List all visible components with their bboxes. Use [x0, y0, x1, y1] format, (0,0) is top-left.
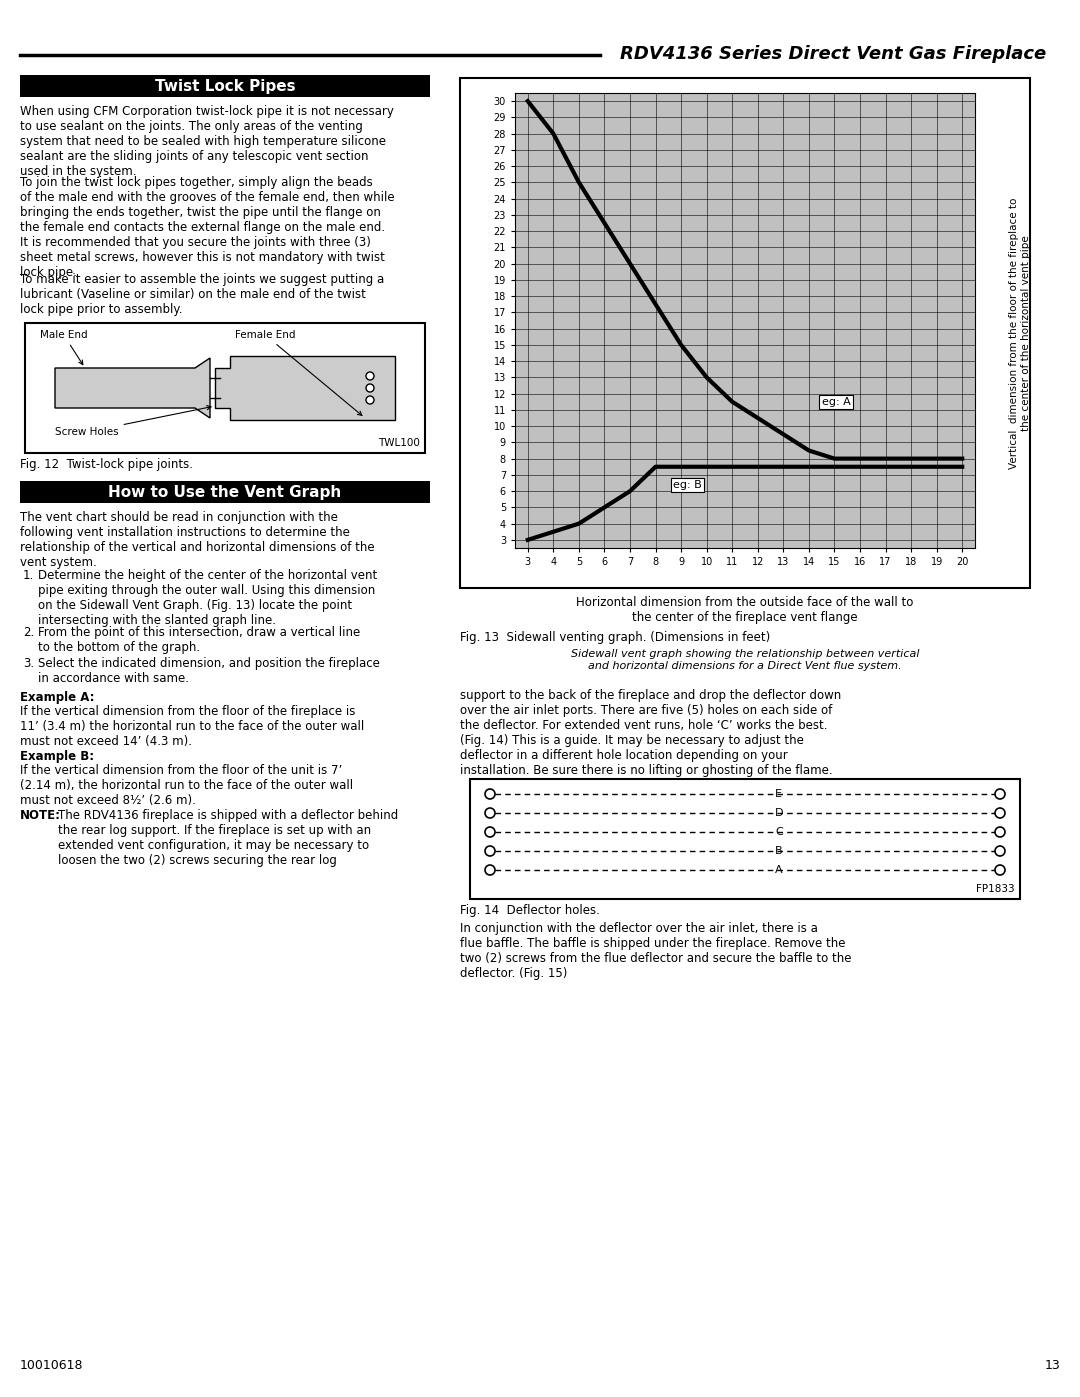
- Text: B: B: [775, 847, 783, 856]
- Text: 10010618: 10010618: [21, 1359, 83, 1372]
- Text: The RDV4136 fireplace is shipped with a deflector behind
the rear log support. I: The RDV4136 fireplace is shipped with a …: [58, 809, 399, 868]
- FancyBboxPatch shape: [21, 75, 430, 96]
- Text: RDV4136 Series Direct Vent Gas Fireplace: RDV4136 Series Direct Vent Gas Fireplace: [620, 45, 1047, 63]
- Text: 1.: 1.: [23, 569, 35, 583]
- Bar: [470, 780, 1020, 900]
- Circle shape: [995, 789, 1005, 799]
- Text: How to Use the Vent Graph: How to Use the Vent Graph: [108, 485, 341, 500]
- Text: The vent chart should be read in conjunction with the
following vent installatio: The vent chart should be read in conjunc…: [21, 511, 375, 569]
- Circle shape: [485, 865, 495, 875]
- Circle shape: [995, 847, 1005, 856]
- Text: Sidewall vent graph showing the relationship between vertical
and horizontal dim: Sidewall vent graph showing the relation…: [570, 650, 919, 671]
- Polygon shape: [215, 356, 395, 420]
- Text: Example B:: Example B:: [21, 750, 94, 763]
- Text: TWL100: TWL100: [378, 439, 420, 448]
- Text: eg: B: eg: B: [674, 481, 702, 490]
- FancyBboxPatch shape: [21, 481, 430, 503]
- Text: support to the back of the fireplace and drop the deflector down
over the air in: support to the back of the fireplace and…: [460, 689, 841, 777]
- Circle shape: [485, 789, 495, 799]
- Text: From the point of this intersection, draw a vertical line
to the bottom of the g: From the point of this intersection, dra…: [38, 626, 361, 654]
- Text: To make it easier to assemble the joints we suggest putting a
lubricant (Vaselin: To make it easier to assemble the joints…: [21, 272, 384, 316]
- Text: To join the twist lock pipes together, simply align the beads
of the male end wi: To join the twist lock pipes together, s…: [21, 176, 394, 279]
- Text: Twist Lock Pipes: Twist Lock Pipes: [154, 78, 295, 94]
- Text: When using CFM Corporation twist-lock pipe it is not necessary
to use sealant on: When using CFM Corporation twist-lock pi…: [21, 105, 394, 177]
- Text: D: D: [775, 807, 783, 819]
- Text: NOTE:: NOTE:: [21, 809, 60, 821]
- Text: 3.: 3.: [23, 657, 35, 671]
- Text: Screw Holes: Screw Holes: [55, 405, 211, 437]
- Circle shape: [995, 865, 1005, 875]
- Text: E: E: [775, 789, 782, 799]
- Circle shape: [366, 395, 374, 404]
- Text: If the vertical dimension from the floor of the fireplace is
11’ (3.4 m) the hor: If the vertical dimension from the floor…: [21, 705, 364, 747]
- Text: Male End: Male End: [40, 330, 87, 365]
- Text: 2.: 2.: [23, 626, 35, 638]
- Text: Fig. 14  Deflector holes.: Fig. 14 Deflector holes.: [460, 904, 599, 916]
- Circle shape: [485, 847, 495, 856]
- Circle shape: [485, 807, 495, 819]
- Circle shape: [485, 827, 495, 837]
- Text: Female End: Female End: [235, 330, 362, 415]
- Text: Vertical  dimension from the floor of the fireplace to
the center of the horizon: Vertical dimension from the floor of the…: [1009, 197, 1030, 468]
- Text: eg: A: eg: A: [822, 397, 850, 407]
- Text: Select the indicated dimension, and position the fireplace
in accordance with sa: Select the indicated dimension, and posi…: [38, 657, 380, 685]
- Text: Determine the height of the center of the horizontal vent
pipe exiting through t: Determine the height of the center of th…: [38, 569, 377, 627]
- Circle shape: [995, 827, 1005, 837]
- Text: Example A:: Example A:: [21, 692, 95, 704]
- FancyBboxPatch shape: [25, 323, 426, 453]
- Text: Fig. 13  Sidewall venting graph. (Dimensions in feet): Fig. 13 Sidewall venting graph. (Dimensi…: [460, 631, 770, 644]
- Text: C: C: [775, 827, 783, 837]
- Text: Fig. 12  Twist-lock pipe joints.: Fig. 12 Twist-lock pipe joints.: [21, 458, 193, 471]
- Polygon shape: [55, 358, 210, 418]
- Circle shape: [366, 372, 374, 380]
- Text: FP1833: FP1833: [976, 884, 1015, 894]
- Text: 13: 13: [1044, 1359, 1059, 1372]
- Circle shape: [366, 384, 374, 393]
- Text: Horizontal dimension from the outside face of the wall to
the center of the fire: Horizontal dimension from the outside fa…: [577, 597, 914, 624]
- Circle shape: [995, 807, 1005, 819]
- Text: If the vertical dimension from the floor of the unit is 7’
(2.14 m), the horizon: If the vertical dimension from the floor…: [21, 764, 353, 807]
- Bar: [460, 78, 1030, 588]
- Text: A: A: [775, 865, 783, 875]
- Text: In conjunction with the deflector over the air inlet, there is a
flue baffle. Th: In conjunction with the deflector over t…: [460, 922, 851, 981]
